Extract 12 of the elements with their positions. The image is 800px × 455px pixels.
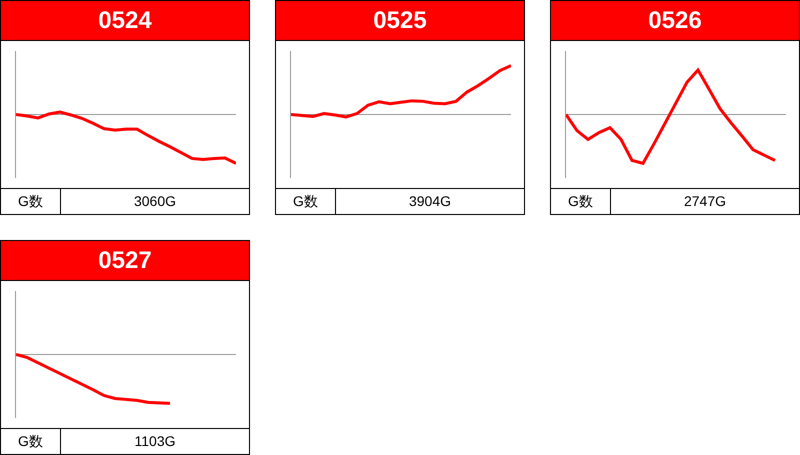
text: 1103G [134,432,176,451]
text: 3060G [132,192,178,211]
text: G数 [276,189,336,214]
text: G数 [1,189,61,214]
chart-title: 0526 [551,1,799,41]
chart-title: 0527 [1,241,249,281]
chart-title: 0524 [1,1,249,41]
text: G数 [1,429,61,454]
text: 3904G [408,192,452,211]
text: G数 [551,189,611,214]
text: 2747G [682,192,728,211]
chart-title: 0525 [276,1,524,41]
